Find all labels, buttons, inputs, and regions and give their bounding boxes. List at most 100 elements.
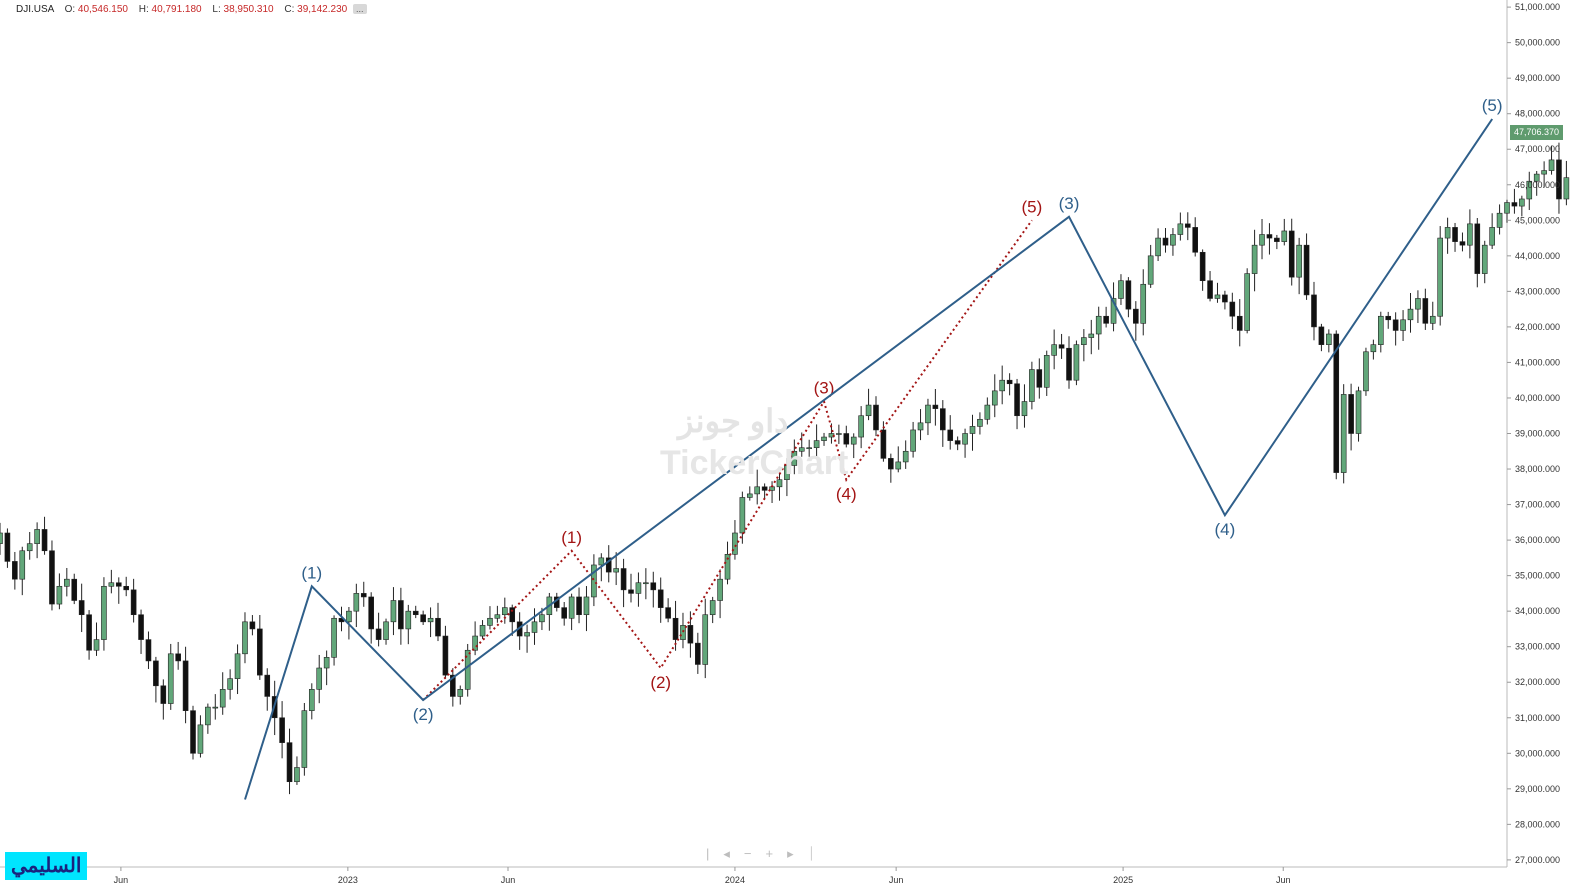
candle-up bbox=[1029, 369, 1035, 402]
candle-up bbox=[1177, 223, 1184, 235]
candle-up bbox=[1095, 315, 1102, 335]
candle-down bbox=[1192, 227, 1199, 253]
y-tick-label: 30,000.000 bbox=[1515, 748, 1560, 758]
candle-down bbox=[145, 639, 152, 662]
secondary-wave-label: (2) bbox=[650, 673, 671, 692]
candle-down bbox=[4, 532, 11, 562]
x-tick-label: 2023 bbox=[338, 875, 358, 885]
candle-up bbox=[984, 404, 991, 420]
candle-down bbox=[576, 596, 582, 616]
candle-up bbox=[19, 550, 26, 580]
chart-navigation[interactable]: |◂−+▸⏐ bbox=[706, 846, 829, 861]
candle-down bbox=[1058, 344, 1065, 349]
candle-up bbox=[323, 657, 330, 669]
candle-down bbox=[264, 674, 271, 697]
candle-up bbox=[1147, 255, 1154, 285]
candle-up bbox=[531, 621, 538, 633]
candle-up bbox=[1043, 355, 1050, 388]
candle-up bbox=[1467, 223, 1473, 246]
y-tick-label: 41,000.000 bbox=[1515, 357, 1560, 367]
candle-up bbox=[1437, 237, 1443, 317]
candle-down bbox=[1162, 237, 1169, 246]
candle-down bbox=[49, 550, 55, 605]
low-value: 38,950.310 bbox=[223, 4, 274, 15]
y-tick-label: 40,000.000 bbox=[1515, 393, 1560, 403]
candle-down bbox=[947, 429, 954, 441]
candle-down bbox=[561, 607, 567, 619]
candle-up bbox=[702, 614, 709, 665]
candle-up bbox=[1340, 394, 1347, 473]
y-tick-label: 31,000.000 bbox=[1515, 713, 1560, 723]
candle-up bbox=[524, 632, 530, 637]
candle-up bbox=[1377, 315, 1384, 345]
candle-down bbox=[160, 685, 167, 704]
candle-up bbox=[813, 440, 820, 449]
candle-down bbox=[1125, 280, 1132, 310]
candle-up bbox=[739, 497, 746, 534]
y-tick-label: 49,000.000 bbox=[1515, 73, 1560, 83]
y-tick-label: 33,000.000 bbox=[1515, 642, 1560, 652]
candlestick-series bbox=[0, 142, 1570, 795]
candle-up bbox=[925, 404, 931, 424]
candle-down bbox=[286, 742, 293, 783]
y-tick-label: 46,000.000 bbox=[1515, 180, 1560, 190]
primary-wave-label: (1) bbox=[301, 563, 322, 582]
y-tick-label: 37,000.000 bbox=[1515, 500, 1560, 510]
y-tick-label: 48,000.000 bbox=[1515, 109, 1560, 119]
candle-down bbox=[628, 589, 634, 594]
candle-up bbox=[1526, 180, 1533, 200]
y-tick-label: 43,000.000 bbox=[1515, 286, 1560, 296]
candle-down bbox=[1392, 319, 1399, 331]
candle-down bbox=[435, 617, 441, 637]
candle-up bbox=[1355, 390, 1362, 434]
candle-down bbox=[1133, 308, 1139, 324]
candle-down bbox=[1274, 237, 1280, 242]
y-tick-label: 32,000.000 bbox=[1515, 677, 1560, 687]
candle-down bbox=[1311, 294, 1317, 328]
candle-up bbox=[865, 404, 872, 417]
candle-up bbox=[991, 390, 998, 406]
y-tick-label: 51,000.000 bbox=[1515, 2, 1560, 12]
candle-up bbox=[101, 585, 107, 640]
candle-down bbox=[71, 578, 78, 601]
candle-down bbox=[954, 440, 961, 445]
y-tick-label: 36,000.000 bbox=[1515, 535, 1560, 545]
candle-up bbox=[227, 678, 233, 690]
candle-up bbox=[301, 710, 308, 768]
candle-down bbox=[78, 600, 85, 616]
candle-down bbox=[1014, 383, 1020, 417]
candle-down bbox=[123, 585, 130, 591]
candle-up bbox=[212, 706, 219, 709]
candle-up bbox=[34, 529, 40, 544]
y-tick-label: 28,000.000 bbox=[1515, 819, 1560, 829]
candle-up bbox=[643, 582, 649, 585]
watermark-brand: TickerChart bbox=[660, 444, 849, 482]
candle-down bbox=[1318, 326, 1325, 345]
candle-down bbox=[360, 593, 367, 598]
y-tick-label: 38,000.000 bbox=[1515, 464, 1560, 474]
candle-down bbox=[115, 582, 122, 587]
candle-up bbox=[598, 557, 605, 566]
candle-up bbox=[472, 635, 478, 651]
candle-up bbox=[1088, 333, 1095, 338]
more-options-button[interactable]: ... bbox=[352, 4, 367, 14]
candle-up bbox=[850, 436, 857, 445]
candle-down bbox=[450, 674, 456, 697]
candle-down bbox=[1036, 369, 1043, 388]
y-tick-label: 44,000.000 bbox=[1515, 251, 1560, 261]
candle-up bbox=[1370, 344, 1377, 353]
candle-up bbox=[1548, 159, 1555, 171]
candle-down bbox=[190, 710, 196, 754]
candle-up bbox=[1251, 244, 1258, 274]
candle-down bbox=[1385, 315, 1392, 321]
candle-down bbox=[1422, 298, 1429, 324]
candle-up bbox=[895, 461, 902, 470]
high-value: 40,791.180 bbox=[151, 4, 202, 15]
price-axis: 27,000.000 28,000.000 29,000.000 30,000.000… bbox=[1507, 2, 1560, 865]
candle-up bbox=[234, 653, 241, 679]
candle-up bbox=[390, 600, 397, 623]
candle-up bbox=[1363, 351, 1369, 392]
candle-down bbox=[442, 635, 449, 676]
x-tick-label: Jun bbox=[114, 875, 129, 885]
